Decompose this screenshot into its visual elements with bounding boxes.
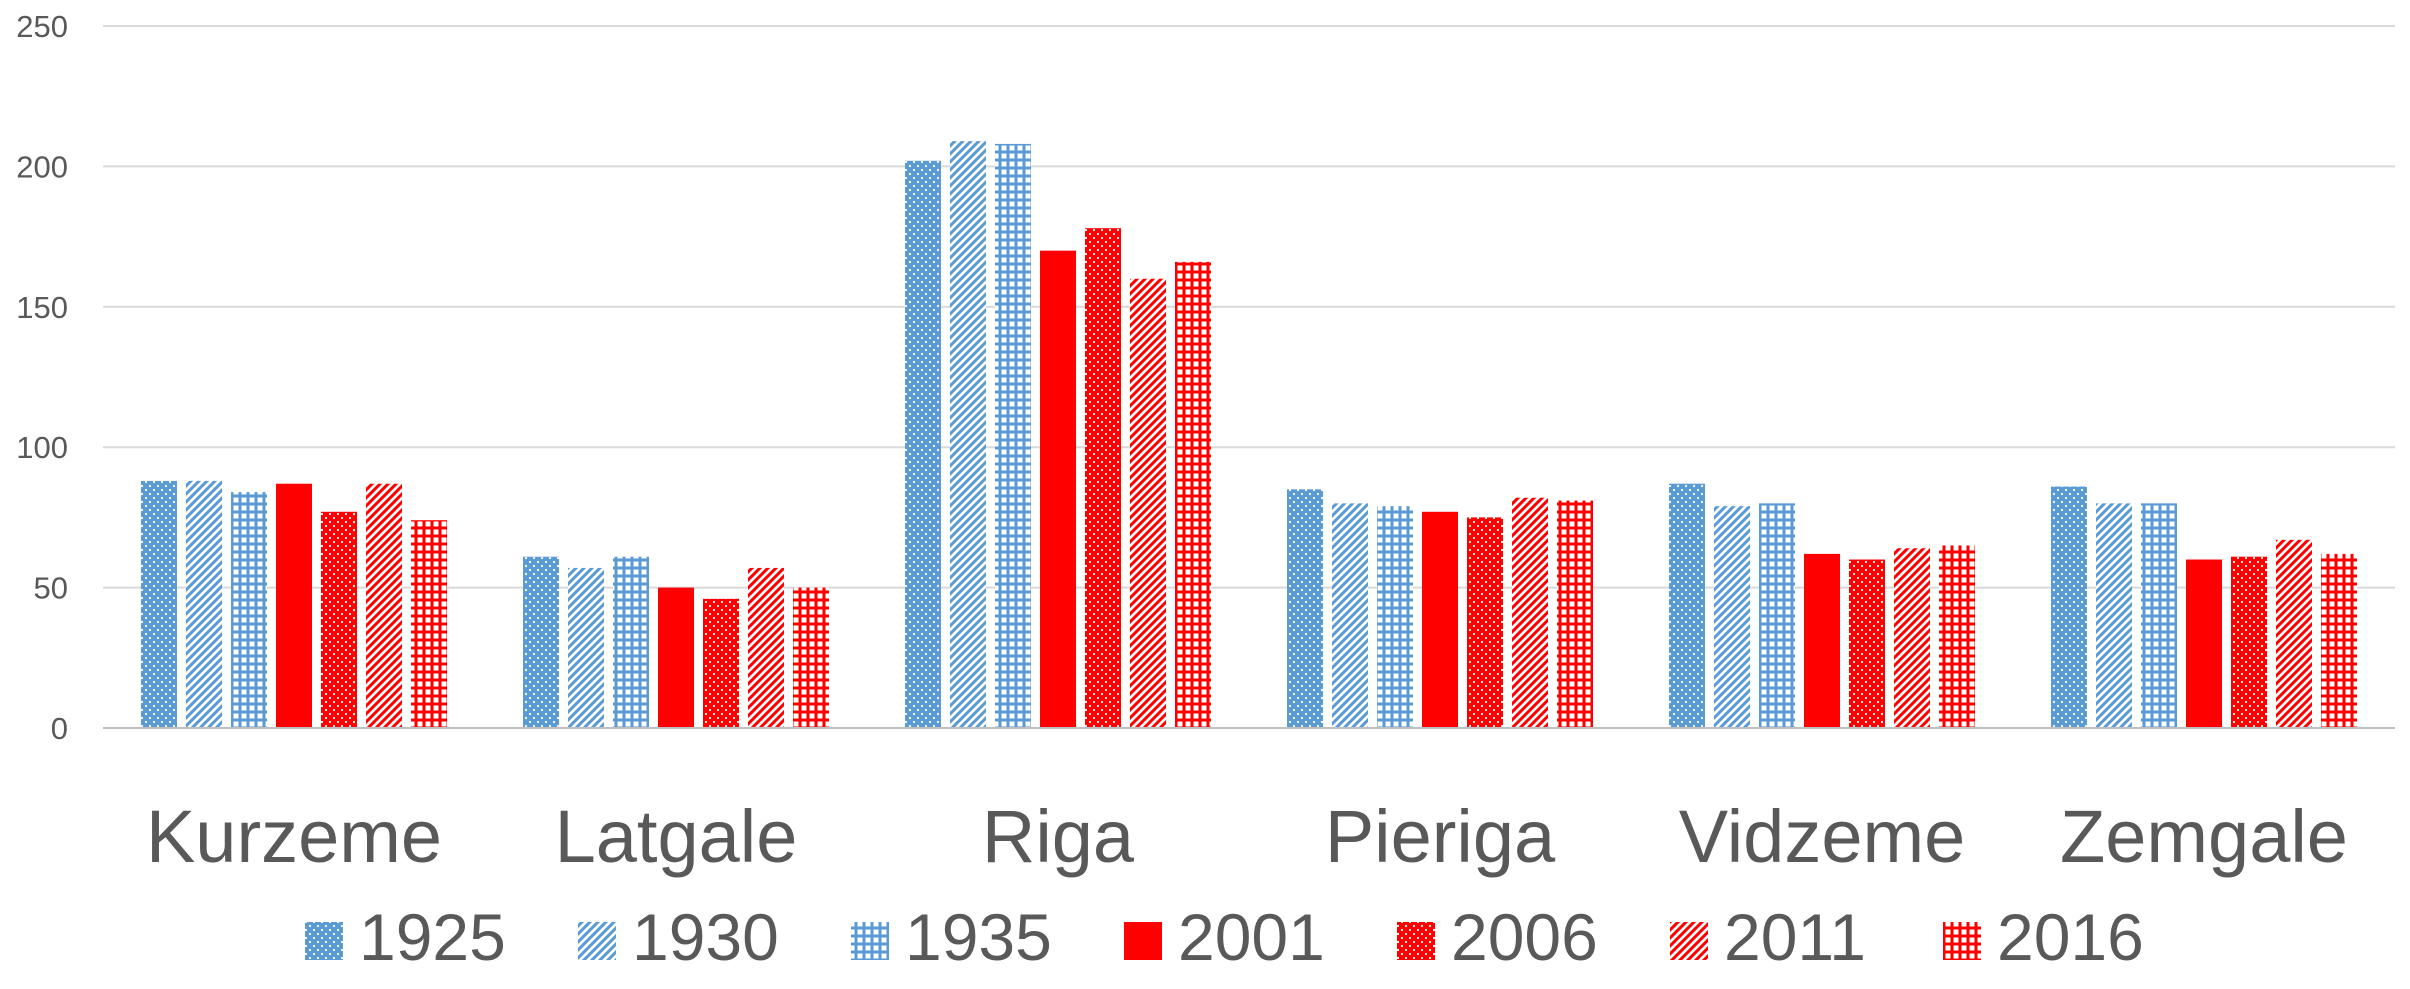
- bar-1930-pieriga: [1332, 503, 1368, 728]
- category-label: Kurzeme: [146, 795, 442, 878]
- bar-1935-riga: [995, 143, 1031, 728]
- legend-item-2006: 2006: [1397, 900, 1598, 974]
- bar-2011-latgale: [748, 567, 784, 728]
- bar-1930-vidzeme: [1714, 506, 1750, 728]
- bar-2006-kurzeme: [321, 511, 357, 728]
- bar-2006-latgale: [703, 598, 739, 728]
- gridlines: [103, 25, 2395, 589]
- y-tick-label: 250: [16, 9, 68, 44]
- y-tick-label: 150: [16, 290, 68, 325]
- bar-2011-pieriga: [1512, 497, 1548, 728]
- bar-1930-zemgale: [2096, 503, 2132, 728]
- y-tick-label: 200: [16, 149, 68, 184]
- y-tick-label: 100: [16, 430, 68, 465]
- legend-swatch: [578, 922, 616, 960]
- legend-swatch: [305, 922, 343, 960]
- legend-swatch: [851, 922, 889, 960]
- bar-2001-pieriga: [1422, 511, 1458, 728]
- bar-2011-vidzeme: [1894, 548, 1930, 728]
- legend-item-1925: 1925: [305, 900, 506, 974]
- bar-1935-zemgale: [2141, 503, 2177, 728]
- legend-item-2001: 2001: [1124, 900, 1325, 974]
- bar-2016-zemgale: [2321, 553, 2357, 728]
- bar-1930-kurzeme: [186, 480, 222, 728]
- bar-1935-vidzeme: [1759, 503, 1795, 728]
- bar-2016-pieriga: [1557, 500, 1593, 728]
- bar-group-riga: [905, 141, 1211, 729]
- bar-2016-latgale: [793, 587, 829, 728]
- bar-2011-kurzeme: [366, 483, 402, 728]
- legend-label: 1935: [905, 900, 1052, 974]
- bar-2006-zemgale: [2231, 556, 2267, 728]
- legend-label: 2006: [1451, 900, 1598, 974]
- bar-1925-riga: [905, 160, 941, 728]
- bar-2011-riga: [1130, 278, 1166, 728]
- bar-2016-kurzeme: [411, 520, 447, 728]
- category-label: Pieriga: [1325, 795, 1556, 878]
- bar-2006-riga: [1085, 228, 1121, 728]
- bar-1925-pieriga: [1287, 489, 1323, 728]
- y-tick-label: 50: [34, 571, 68, 606]
- y-tick-label: 0: [51, 711, 68, 746]
- bar-1925-zemgale: [2051, 486, 2087, 728]
- bar-2001-riga: [1040, 250, 1076, 728]
- legend-item-2011: 2011: [1670, 900, 1866, 974]
- bar-1935-latgale: [613, 556, 649, 728]
- bar-1925-vidzeme: [1669, 483, 1705, 728]
- legend-item-2016: 2016: [1943, 900, 2144, 974]
- bar-2001-kurzeme: [276, 483, 312, 728]
- bar-2016-vidzeme: [1939, 545, 1975, 728]
- bar-1930-riga: [950, 141, 986, 729]
- legend-label: 2011: [1724, 900, 1866, 974]
- bar-group-zemgale: [2051, 486, 2357, 728]
- bar-group-pieriga: [1287, 489, 1593, 728]
- bar-1925-latgale: [523, 556, 559, 728]
- category-label: Latgale: [555, 795, 798, 878]
- legend-label: 2016: [1997, 900, 2144, 974]
- category-label: Vidzeme: [1679, 795, 1966, 878]
- category-labels: Kurzeme Latgale Riga Pieriga Vidzeme Zemgale: [146, 795, 2348, 878]
- bar-1935-kurzeme: [231, 492, 267, 728]
- legend-item-1930: 1930: [578, 900, 779, 974]
- bar-2016-riga: [1175, 261, 1211, 728]
- legend-swatch: [1943, 922, 1981, 960]
- bar-2001-latgale: [658, 587, 694, 728]
- bar-2001-vidzeme: [1804, 553, 1840, 728]
- bars: [141, 141, 2357, 729]
- legend-label: 1930: [632, 900, 779, 974]
- legend-label: 1925: [359, 900, 506, 974]
- legend-swatch: [1670, 922, 1708, 960]
- legend-label: 2001: [1178, 900, 1325, 974]
- y-axis-tick-labels: 0 50 100 150 200 250: [16, 9, 68, 746]
- legend: 1925 1930 1935 2001 2006 2011 2016: [305, 900, 2144, 974]
- bar-group-latgale: [523, 556, 829, 728]
- bar-group-vidzeme: [1669, 483, 1975, 728]
- bar-2001-zemgale: [2186, 559, 2222, 728]
- bar-2006-pieriga: [1467, 517, 1503, 728]
- legend-swatch: [1124, 922, 1162, 960]
- bar-1930-latgale: [568, 567, 604, 728]
- bar-2006-vidzeme: [1849, 559, 1885, 728]
- bar-1925-kurzeme: [141, 480, 177, 728]
- category-label: Riga: [982, 795, 1135, 878]
- category-label: Zemgale: [2060, 795, 2348, 878]
- bar-1935-pieriga: [1377, 506, 1413, 728]
- bar-group-kurzeme: [141, 480, 447, 728]
- bar-2011-zemgale: [2276, 539, 2312, 728]
- legend-item-1935: 1935: [851, 900, 1052, 974]
- legend-swatch: [1397, 922, 1435, 960]
